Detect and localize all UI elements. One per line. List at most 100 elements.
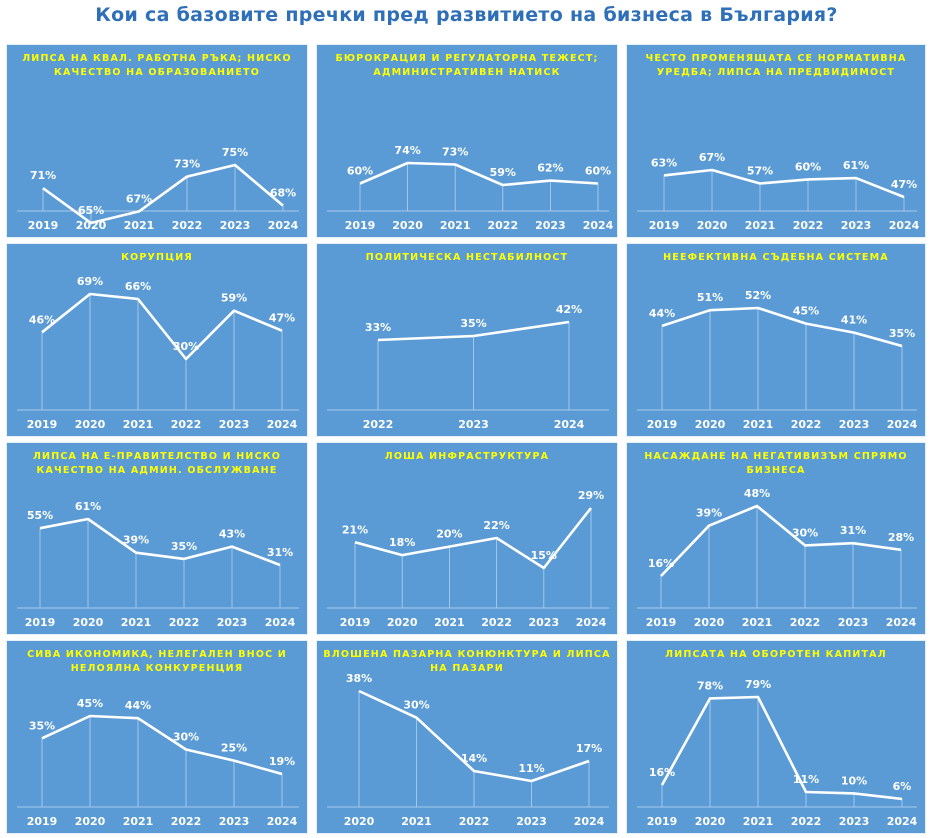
x-tick-label: 2020 [76,219,107,232]
data-label: 39% [123,534,149,547]
data-label: 60% [585,165,611,178]
series-line [42,163,284,225]
data-label: 68% [270,187,296,200]
x-tick-label: 2020 [392,219,423,232]
x-tick-label: 2024 [268,219,299,232]
chart-panel: НЕЕФЕКТИВНА СЪДЕБНА СИСТЕМА 44% 2019 51% 202… [626,243,926,437]
data-label: 73% [442,145,468,158]
chart-panel: ЛИПСА НА КВАЛ. РАБОТНА РЪКА; НИСКО КАЧЕС… [6,44,308,238]
x-tick-label: 2019 [340,616,371,629]
x-tick-label: 2024 [267,815,298,828]
x-tick-label: 2023 [219,815,250,828]
data-label: 35% [889,327,915,340]
data-label: 38% [346,672,372,685]
x-tick-label: 2020 [75,815,106,828]
x-tick-label: 2022 [171,815,202,828]
data-label: 52% [745,289,771,302]
chart-panel: ЛИПСАТА НА ОБОРОТЕН КАПИТАЛ 16% 2019 78% 202… [626,640,926,834]
x-tick-label: 2024 [889,219,920,232]
x-tick-label: 2020 [75,418,106,431]
x-tick-label: 2021 [743,418,774,431]
series-line [358,689,590,783]
data-label: 30% [792,526,818,539]
data-label: 30% [173,730,199,743]
data-label: 15% [531,549,557,562]
x-tick-label: 2022 [171,418,202,431]
x-tick-label: 2023 [841,219,872,232]
chart-title: НАСАЖДАНЕ НА НЕГАТИВИЗЪМ СПРЯМО БИЗНЕСА [644,451,908,476]
data-label: 74% [394,144,420,157]
data-label: 29% [578,489,604,502]
data-label: 79% [745,678,771,691]
x-tick-label: 2022 [791,815,822,828]
data-label: 30% [403,699,429,712]
chart-panel: СИВА ИКОНОМИКА, НЕЛЕГАЛЕН ВНОС И НЕЛОЯЛН… [6,640,308,834]
data-label: 22% [483,519,509,532]
data-label: 45% [77,697,103,710]
line-chart: 60% 2019 74% 2020 73% 2021 59% 2022 62% 2023 60% 20… [327,144,614,232]
x-tick-label: 2022 [481,616,512,629]
data-label: 39% [696,507,722,520]
chart-panel: ЛОША ИНФРАСТРУКТУРА 21% 2019 18% 2020 20% 2021… [316,442,618,635]
line-chart: 35% 2019 45% 2020 44% 2021 30% 2022 25% 2023 19% 20… [17,697,299,828]
data-label: 19% [269,755,295,768]
x-tick-label: 2019 [28,219,59,232]
series-line [354,507,593,570]
series-line [660,695,903,801]
x-tick-label: 2021 [742,616,773,629]
data-label: 59% [221,292,247,305]
data-label: 48% [744,487,770,500]
line-chart: 16% 2019 78% 2020 79% 2021 11% 2022 10% 2023 6% 202… [637,678,918,828]
data-label: 51% [697,291,723,304]
chart-panel: НАСАЖДАНЕ НА НЕГАТИВИЗЪМ СПРЯМО БИЗНЕСА 1… [626,442,926,635]
line-chart: 33% 2022 35% 2023 42% 2024 [327,303,609,431]
data-label: 35% [460,317,486,330]
data-label: 10% [841,774,867,787]
chart-panel: КОРУПЦИЯ 46% 2019 69% 2020 66% 2021 30% 2022 59% 2… [6,243,308,437]
data-label: 60% [347,165,373,178]
x-tick-label: 2023 [535,219,566,232]
chart-panel: БЮРОКРАЦИЯ И РЕГУЛАТОРНА ТЕЖЕСТ; АДМИНИС… [316,44,618,238]
data-label: 30% [173,340,199,353]
data-label: 67% [126,192,152,205]
data-label: 41% [841,314,867,327]
x-tick-label: 2020 [73,616,104,629]
data-label: 35% [171,540,197,553]
chart-panel: ВЛОШЕНА ПАЗАРНА КОНЮНКТУРА И ЛИПСА НА ПА… [316,640,618,834]
data-label: 66% [125,280,151,293]
x-tick-label: 2023 [839,815,870,828]
data-label: 62% [537,162,563,175]
x-tick-label: 2019 [647,815,678,828]
x-tick-label: 2021 [124,219,155,232]
chart-title: СИВА ИКОНОМИКА, НЕЛЕГАЛЕН ВНОС И НЕЛОЯЛН… [27,649,287,674]
data-label: 78% [697,679,723,692]
data-label: 44% [649,307,675,320]
line-chart: 16% 2019 39% 2020 48% 2021 30% 2022 31% 2023 28% 20… [637,487,917,629]
x-tick-label: 2023 [839,418,870,431]
data-label: 55% [27,509,53,522]
chart-panel: ЧЕСТО ПРОМЕНЯЩАТА СЕ НОРМАТИВНА УРЕДБА; … [626,44,926,238]
series-line [41,292,283,361]
x-tick-label: 2019 [646,616,677,629]
data-label: 61% [843,159,869,172]
line-chart: 55% 2019 61% 2020 39% 2021 35% 2022 43% 2023 31% 20… [17,500,299,629]
x-tick-label: 2021 [121,616,152,629]
data-label: 69% [77,275,103,288]
data-label: 59% [490,166,516,179]
x-tick-label: 2023 [516,815,547,828]
chart-title: ПОЛИТИЧЕСКА НЕСТАБИЛНОСТ [365,252,569,263]
x-tick-label: 2021 [123,815,154,828]
x-tick-label: 2022 [487,219,518,232]
chart-panel: ПОЛИТИЧЕСКА НЕСТАБИЛНОСТ 33% 2022 35% 2023 42… [316,243,618,437]
data-label: 60% [795,160,821,173]
x-tick-label: 2022 [459,815,490,828]
x-tick-label: 2021 [434,616,465,629]
series-line [39,517,281,567]
data-label: 18% [389,536,415,549]
data-label: 65% [78,204,104,217]
x-tick-label: 2019 [27,815,58,828]
data-label: 31% [267,546,293,559]
x-tick-label: 2024 [576,616,607,629]
x-tick-label: 2019 [345,219,376,232]
chart-title: ВЛОШЕНА ПАЗАРНА КОНЮНКТУРА И ЛИПСА НА ПА… [323,649,611,674]
